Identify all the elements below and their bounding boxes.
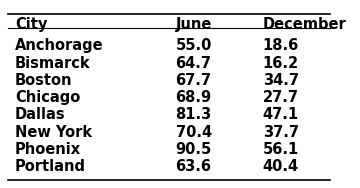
Text: 81.3: 81.3 <box>176 107 212 122</box>
Text: Bismarck: Bismarck <box>15 56 90 71</box>
Text: 16.2: 16.2 <box>262 56 299 71</box>
Text: Anchorage: Anchorage <box>15 38 103 53</box>
Text: 70.4: 70.4 <box>176 125 212 139</box>
Text: 37.7: 37.7 <box>262 125 298 139</box>
Text: 27.7: 27.7 <box>262 90 298 105</box>
Text: 68.9: 68.9 <box>176 90 212 105</box>
Text: Phoenix: Phoenix <box>15 142 81 157</box>
Text: 64.7: 64.7 <box>176 56 212 71</box>
Text: 47.1: 47.1 <box>262 107 299 122</box>
Text: New York: New York <box>15 125 92 139</box>
Text: June: June <box>176 17 212 32</box>
Text: 56.1: 56.1 <box>262 142 299 157</box>
Text: 90.5: 90.5 <box>176 142 212 157</box>
Text: Portland: Portland <box>15 159 86 174</box>
Text: December: December <box>262 17 346 32</box>
Text: City: City <box>15 17 47 32</box>
Text: Chicago: Chicago <box>15 90 80 105</box>
Text: 34.7: 34.7 <box>262 73 298 88</box>
Text: 40.4: 40.4 <box>262 159 299 174</box>
Text: 67.7: 67.7 <box>176 73 212 88</box>
Text: 55.0: 55.0 <box>176 38 212 53</box>
Text: 63.6: 63.6 <box>176 159 212 174</box>
Text: 18.6: 18.6 <box>262 38 299 53</box>
Text: Boston: Boston <box>15 73 72 88</box>
Text: Dallas: Dallas <box>15 107 66 122</box>
